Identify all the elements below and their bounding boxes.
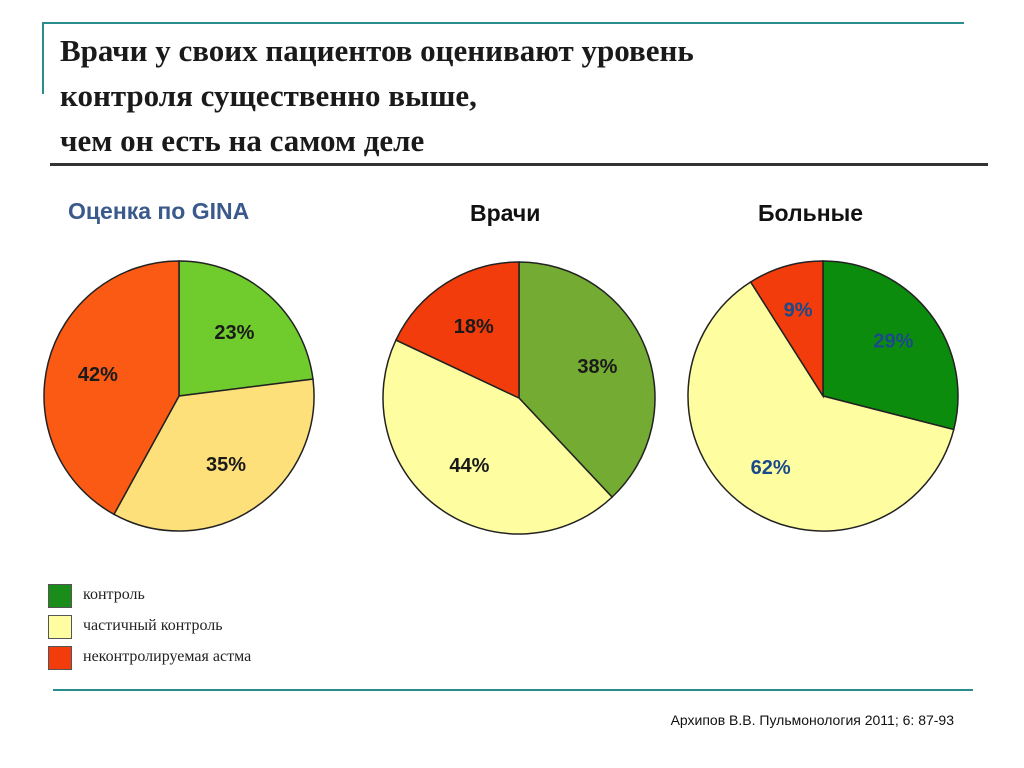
pie-label-doctors-control: 38% [577,356,617,378]
slide-title: Врачи у своих пациентов оценивают уровен… [60,28,694,163]
chart-title-patients: Больные [758,200,864,226]
pie-slice-doctors-partial [382,339,614,535]
title-line-1: Врачи у своих пациентов оценивают уровен… [60,33,694,68]
title-underline [50,163,988,166]
bottom-rule [53,689,973,691]
pie-chart-doctors: 38% 44% 18% [382,261,656,535]
pie-label-patients-uncontrolled: 9% [784,299,813,321]
citation: Архипов В.В. Пульмонология 2011; 6: 87-9… [670,712,954,728]
pie-slice-gina-control [178,260,314,397]
title-line-3: чем он есть на самом деле [60,123,425,158]
legend-swatch-control [48,584,72,608]
legend-swatch-uncontrolled [48,646,72,670]
legend-swatch-partial [48,615,72,639]
pie-slice-patients-control [822,260,959,431]
pie-chart-patients: 29% 62% 9% [687,260,959,532]
title-line-2: контроля существенно выше, [60,78,477,113]
pie-label-gina-partial: 35% [206,454,246,476]
pie-slice-patients-uncontrolled [749,260,824,399]
legend-label-control: контроль [83,586,145,603]
chart-title-doctors: Врачи [470,200,541,226]
pie-slice-doctors-uncontrolled [394,261,520,400]
pie-label-doctors-partial: 44% [449,455,489,477]
legend-label-uncontrolled: неконтролируемая астма [83,648,252,665]
frame-left-line [42,22,44,94]
pie-chart-gina: 23% 35% 42% [43,260,315,532]
legend-label-partial: частичный контроль [83,617,223,634]
frame-top-line [44,22,964,24]
pie-label-patients-partial: 62% [751,457,791,479]
chart-title-gina: Оценка по GINA [68,198,250,224]
pie-slice-patients-partial [687,280,955,532]
pie-slice-doctors-control [518,261,656,499]
pie-label-patients-control: 29% [873,330,913,352]
pie-slice-gina-uncontrolled [43,260,180,516]
pie-label-gina-control: 23% [214,322,254,344]
pie-slice-gina-partial [112,378,315,532]
pie-label-doctors-uncontrolled: 18% [454,316,494,338]
pie-label-gina-uncontrolled: 42% [78,364,118,386]
